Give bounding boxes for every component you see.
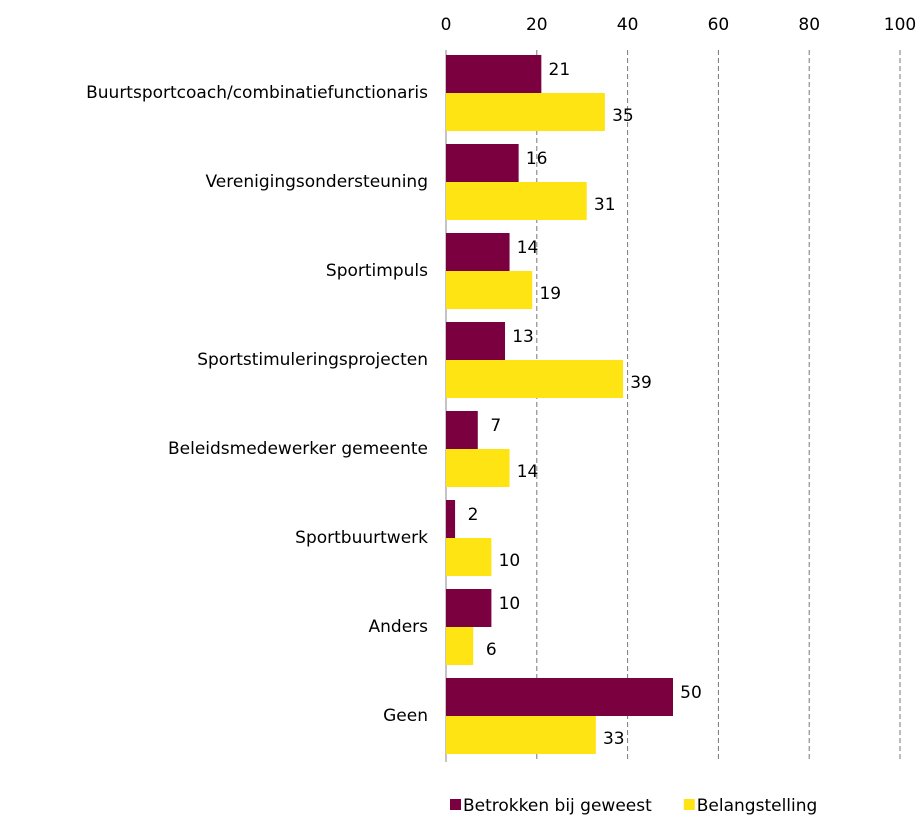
value-label: 10 xyxy=(499,594,521,614)
value-label: 19 xyxy=(539,284,561,304)
bar xyxy=(446,55,542,93)
bar xyxy=(446,233,510,271)
bar xyxy=(446,411,478,449)
legend-swatch xyxy=(683,799,695,810)
value-label: 13 xyxy=(512,327,534,347)
x-tick-label: 0 xyxy=(441,15,452,35)
value-label: 50 xyxy=(680,683,702,703)
bar xyxy=(446,271,533,309)
value-label: 21 xyxy=(549,60,571,80)
bar xyxy=(446,322,506,360)
value-label: 35 xyxy=(612,106,634,126)
bar xyxy=(446,93,605,131)
value-label: 6 xyxy=(486,640,497,660)
category-label: Beleidsmedewerker gemeente xyxy=(168,439,428,459)
category-label: Anders xyxy=(369,617,429,637)
value-label: 14 xyxy=(517,462,539,482)
bar xyxy=(446,716,596,754)
value-label: 14 xyxy=(517,238,539,258)
category-label: Sportbuurtwerk xyxy=(295,528,428,548)
value-label: 39 xyxy=(630,373,652,393)
bar xyxy=(446,449,510,487)
bar xyxy=(446,627,474,665)
value-label: 33 xyxy=(603,729,625,749)
value-label: 10 xyxy=(499,551,521,571)
bar xyxy=(446,589,492,627)
category-label: Verenigingsondersteuning xyxy=(205,172,428,192)
category-label: Sportimpuls xyxy=(326,261,428,281)
bar xyxy=(446,500,456,538)
legend-label: Belangstelling xyxy=(697,796,818,816)
bar xyxy=(446,678,673,716)
legend-swatch xyxy=(450,799,461,810)
category-label: Sportstimuleringsprojecten xyxy=(197,350,428,370)
x-tick-label: 100 xyxy=(884,15,916,35)
value-label: 31 xyxy=(594,195,616,215)
bar xyxy=(446,144,519,182)
bar xyxy=(446,182,587,220)
x-tick-label: 80 xyxy=(798,15,820,35)
value-label: 7 xyxy=(490,416,501,436)
bar xyxy=(446,360,624,398)
value-label: 16 xyxy=(526,149,548,169)
x-tick-label: 20 xyxy=(526,15,548,35)
legend-label: Betrokken bij geweest xyxy=(463,796,652,816)
value-label: 2 xyxy=(468,505,479,525)
category-label: Buurtsportcoach/combinatiefunctionaris xyxy=(86,83,428,103)
category-label: Geen xyxy=(383,706,428,726)
x-tick-label: 60 xyxy=(708,15,730,35)
x-tick-label: 40 xyxy=(617,15,639,35)
bar xyxy=(446,538,492,576)
